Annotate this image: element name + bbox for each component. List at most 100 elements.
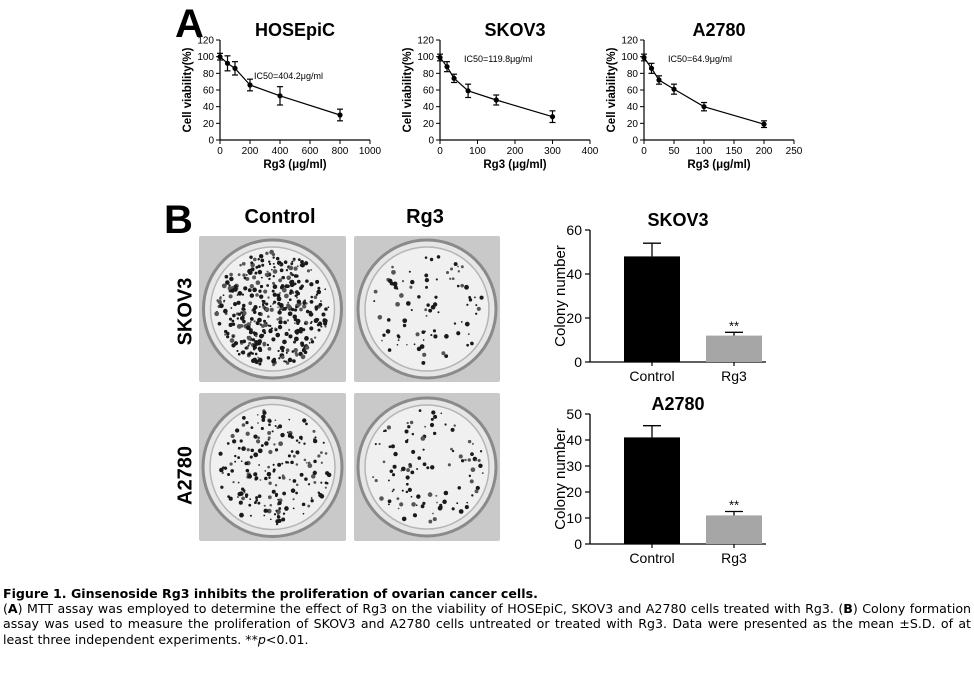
colony-dot — [237, 312, 242, 316]
colony-dot — [221, 471, 224, 475]
colony-dot — [313, 459, 317, 464]
colony-dot — [237, 291, 243, 296]
colony-dot — [252, 257, 257, 262]
colony-dot — [288, 334, 293, 339]
colony-dot — [417, 456, 422, 460]
colony-dot — [266, 471, 272, 477]
colony-dot — [304, 322, 307, 325]
x-axis-label: Rg3 (μg/ml) — [687, 159, 750, 171]
colony-dot — [287, 357, 293, 363]
caption-title: Figure 1. Ginsenoside Rg3 inhibits the p… — [3, 586, 538, 601]
colony-dot — [400, 469, 403, 472]
colony-dot — [244, 346, 248, 350]
colony-dot — [456, 331, 461, 336]
y-tick-label: 20 — [566, 310, 582, 326]
colony-dot — [314, 317, 319, 322]
colony-dot — [221, 283, 227, 289]
colony-dot — [460, 321, 463, 323]
chart-title: HOSEpiC — [255, 20, 335, 40]
colony-dot — [274, 448, 279, 452]
colony-dot — [288, 265, 294, 271]
colony-dot — [310, 295, 314, 299]
colony-dot — [263, 504, 266, 507]
y-tick-label: 60 — [423, 86, 435, 97]
colony-dot — [433, 414, 438, 419]
colony-dot — [276, 293, 281, 298]
colony-dot — [389, 469, 394, 474]
viability-curve — [643, 57, 765, 125]
colony-dot — [277, 500, 282, 506]
colony-dot — [272, 468, 276, 472]
colony-dot — [304, 347, 308, 350]
data-point — [701, 104, 707, 110]
skov3-colony-bar-chart: SKOV3 0 20 40 60 Colony number Control Rg3 ** — [552, 210, 766, 384]
colony-dot — [322, 318, 327, 323]
colony-dot — [241, 446, 246, 451]
colony-dot — [436, 255, 441, 259]
colony-dot — [267, 465, 270, 469]
colony-dot — [381, 339, 383, 342]
data-point — [337, 112, 343, 118]
data-point — [437, 54, 443, 61]
colony-dot — [293, 336, 299, 342]
y-tick-label: 60 — [627, 86, 639, 97]
colony-dot — [232, 439, 237, 444]
colony-dot — [280, 284, 285, 288]
colony-dot — [444, 354, 449, 359]
data-point — [761, 121, 767, 127]
colony-dot — [250, 448, 255, 453]
colony-dot — [393, 451, 398, 457]
colony-dot — [293, 340, 296, 344]
colony-dot — [274, 424, 277, 427]
colony-dot — [411, 449, 416, 454]
colony-dot — [254, 359, 259, 365]
colony-dot — [220, 485, 224, 489]
colony-dot — [285, 361, 290, 365]
colony-dot — [272, 256, 275, 259]
colony-dot — [453, 322, 457, 325]
colony-dot — [288, 418, 291, 421]
colony-dot — [320, 461, 323, 464]
colony-dot — [271, 489, 276, 494]
colony-dot — [249, 283, 254, 289]
colony-dot — [290, 488, 296, 493]
x-tick-label: 0 — [641, 146, 647, 157]
colony-dot — [411, 432, 415, 436]
colony-dot — [251, 338, 256, 342]
colony-dot — [309, 322, 312, 325]
data-point — [451, 75, 457, 81]
colony-dot — [415, 504, 418, 507]
colony-dot — [265, 251, 269, 256]
colony-dot — [258, 464, 261, 466]
colony-dot — [276, 318, 279, 321]
colony-dot — [425, 285, 428, 289]
y-tick-label: 30 — [566, 458, 582, 474]
colony-dot — [309, 326, 314, 331]
colony-dot — [385, 329, 391, 334]
colony-dot — [268, 262, 272, 266]
colony-dot — [239, 324, 244, 328]
y-axis-label: Cell viability(%) — [182, 47, 194, 132]
x-tick-label: Control — [629, 550, 674, 566]
colony-dot — [456, 502, 459, 505]
colony-dot — [416, 494, 421, 499]
colony-dot — [244, 461, 249, 466]
colony-dot — [257, 448, 263, 454]
colony-dot — [320, 300, 322, 303]
colony-dot — [443, 490, 449, 496]
colony-dot — [263, 289, 268, 294]
plate-row-header-a2780: A2780 — [174, 446, 197, 505]
colony-dot — [387, 503, 390, 506]
colony-dot — [239, 339, 243, 344]
colony-dot — [268, 476, 271, 479]
colony-dot — [278, 278, 283, 283]
colony-dot — [277, 462, 282, 467]
colony-dot — [290, 262, 294, 266]
colony-dot — [272, 284, 278, 290]
colony-dot — [420, 436, 426, 441]
colony-dot — [325, 481, 329, 485]
colony-dot — [253, 452, 259, 458]
colony-dot — [372, 476, 375, 479]
colony-dot — [436, 501, 438, 504]
colony-dot — [405, 301, 411, 306]
